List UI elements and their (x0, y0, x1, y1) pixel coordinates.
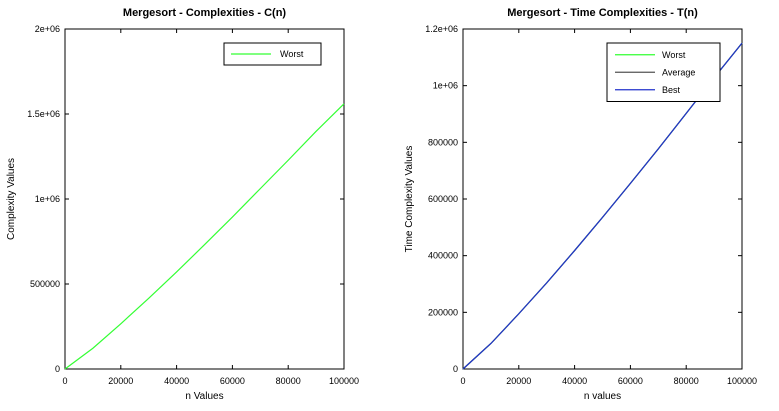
y-tick-label: 400000 (428, 251, 458, 261)
legend-label-best: Best (662, 85, 681, 95)
chart-title: Mergesort - Complexities - C(n) (123, 7, 287, 19)
y-axis-label: Complexity Values (6, 158, 17, 240)
legend: Worst (223, 42, 322, 66)
x-tick-label: 0 (62, 376, 67, 386)
y-tick-label: 800000 (428, 137, 458, 147)
y-tick-label: 600000 (428, 194, 458, 204)
y-axis-label: Time Complexity Values (404, 146, 415, 253)
y-tick-label: 0 (453, 364, 458, 374)
y-tick-label: 1e+06 (433, 81, 458, 91)
y-tick-label: 500000 (30, 279, 60, 289)
y-tick-label: 1.5e+06 (27, 109, 60, 119)
x-tick-label: 100000 (727, 376, 757, 386)
x-tick-label: 40000 (164, 376, 189, 386)
x-axis-label: n values (584, 391, 621, 402)
x-tick-label: 60000 (618, 376, 643, 386)
y-tick-label: 0 (55, 364, 60, 374)
x-tick-label: 40000 (562, 376, 587, 386)
x-tick-label: 80000 (674, 376, 699, 386)
x-tick-label: 0 (460, 376, 465, 386)
x-axis-label: n Values (185, 391, 223, 402)
plot-frame (64, 28, 345, 370)
x-tick-label: 20000 (108, 376, 133, 386)
x-tick-label: 60000 (220, 376, 245, 386)
x-tick-label: 80000 (276, 376, 301, 386)
x-tick-label: 20000 (506, 376, 531, 386)
y-tick-label: 1.2e+06 (425, 24, 458, 34)
legend: Worst Average Best (606, 42, 721, 102)
chart-1: Mergesort - Complexities - C(n) 0 20000 400… (6, 7, 359, 402)
y-tick-label: 2e+06 (35, 24, 60, 34)
legend-box (223, 42, 322, 66)
y-tick-label: 200000 (428, 307, 458, 317)
series-line-worst (64, 103, 345, 370)
legend-label-average: Average (662, 67, 695, 77)
x-tick-label: 100000 (329, 376, 359, 386)
legend-label-worst: Worst (662, 50, 686, 60)
legend-label-worst: Worst (280, 49, 304, 59)
y-tick-label: 1e+06 (35, 194, 60, 204)
chart-2: Mergesort - Time Complexities - T(n) 0 200… (404, 7, 757, 402)
chart-title: Mergesort - Time Complexities - T(n) (507, 7, 698, 19)
